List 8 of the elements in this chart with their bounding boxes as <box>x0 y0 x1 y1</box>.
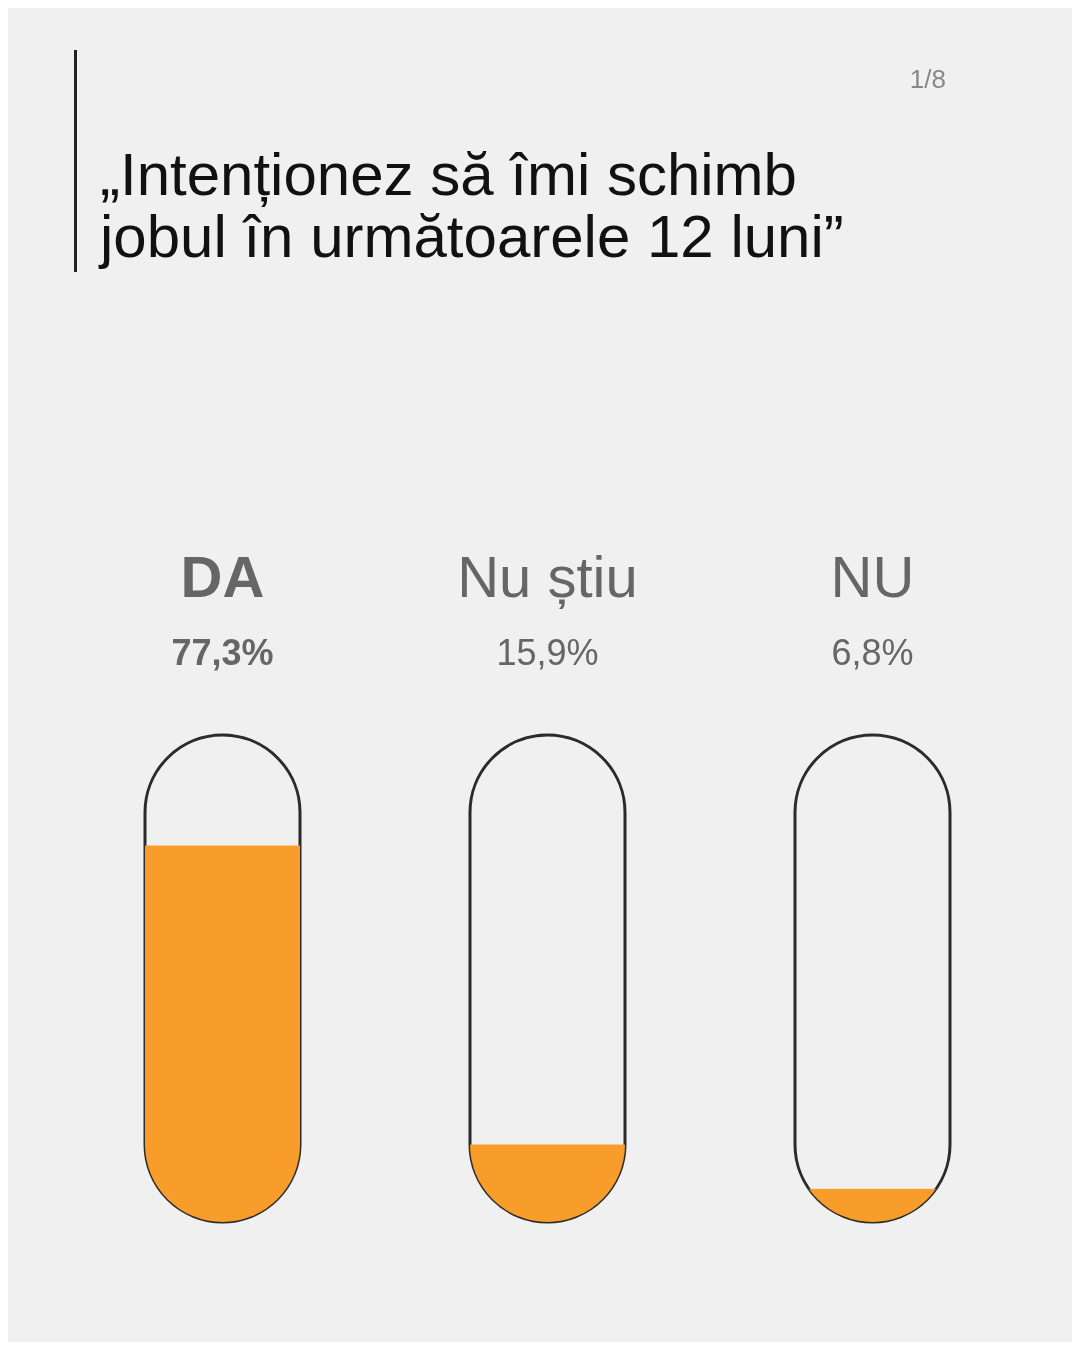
x-tick-label: DA <box>180 544 265 609</box>
x-tick-label: NU <box>830 544 915 609</box>
data-label: 6,8% <box>831 632 914 673</box>
data-label: 15,9% <box>496 632 599 673</box>
x-tick-label: Nu știu <box>457 544 638 609</box>
data-label: 77,3% <box>171 632 274 673</box>
chart-title: „Intenționez să îmi schimb jobul în următoarele 12 luni” <box>100 141 845 270</box>
text: 1/8 <box>909 64 946 95</box>
